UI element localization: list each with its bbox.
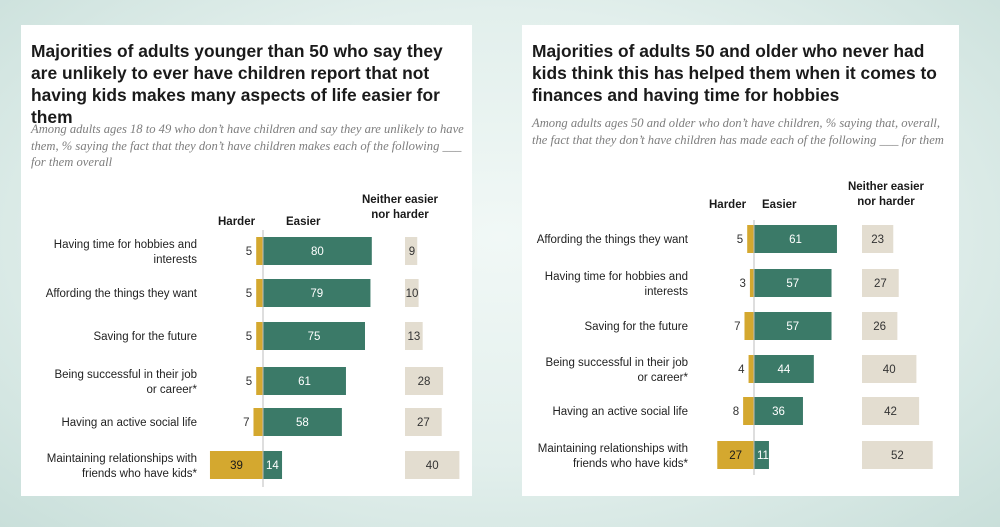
value-label-neither: 23 (871, 234, 884, 246)
chart-subtitle: Among adults ages 50 and older who don’t… (532, 116, 944, 147)
value-label-harder: 5 (246, 376, 252, 388)
bar-neither (862, 269, 899, 297)
value-label-neither: 40 (426, 460, 439, 472)
category-label: Maintaining relationships with friends wh… (47, 453, 198, 480)
bar-neither (862, 355, 917, 383)
chart-title: Majorities of adults 50 and older who ne… (532, 41, 937, 105)
column-header-neither: Neither easier nor harder (847, 181, 925, 208)
bar-harder (256, 322, 263, 350)
value-label-neither: 52 (891, 450, 904, 462)
bar-neither (862, 441, 933, 469)
value-label-harder: 7 (243, 417, 249, 429)
bar-harder (743, 397, 754, 425)
bar-easier (263, 237, 372, 265)
value-label-easier: 44 (778, 364, 791, 376)
bar-easier (754, 355, 814, 383)
value-label-easier: 36 (772, 406, 785, 418)
chart-title: Majorities of adults younger than 50 who… (31, 41, 443, 127)
category-label: Maintaining relationships with friends wh… (538, 443, 689, 470)
value-label-easier: 58 (296, 417, 309, 429)
bar-harder (253, 408, 263, 436)
bar-easier (263, 451, 283, 479)
category-label: Being successful in their job or career* (54, 369, 197, 396)
bar-chart: Affording the things they want 5 61 23 Havin… (537, 220, 933, 475)
category-label: Having an active social life (61, 417, 197, 429)
bar-easier (754, 269, 832, 297)
chart-panel-left: Majorities of adults younger than 50 who… (21, 25, 472, 496)
value-label-neither: 28 (418, 376, 431, 388)
category-label: Having time for hobbies and interests (545, 271, 688, 298)
value-label-easier: 11 (757, 450, 769, 462)
value-label-harder: 8 (733, 406, 739, 418)
bar-easier (263, 408, 342, 436)
value-label-harder: 7 (734, 321, 740, 333)
bar-neither (405, 408, 442, 436)
value-label-easier: 14 (266, 460, 279, 472)
value-label-easier: 57 (786, 321, 799, 333)
bar-easier (754, 312, 832, 340)
value-label-neither: 42 (884, 406, 897, 418)
column-header-harder: Harder (709, 199, 747, 211)
bar-harder (256, 367, 263, 395)
bar-easier (263, 279, 371, 307)
value-label-neither: 26 (873, 321, 886, 333)
value-label-harder: 5 (246, 331, 252, 343)
value-label-neither: 40 (883, 364, 896, 376)
bar-neither (405, 367, 444, 395)
category-label: Saving for the future (584, 321, 688, 333)
chart-subtitle: Among adults ages 18 to 49 who don’t hav… (31, 122, 464, 169)
bar-chart: Having time for hobbies and interests 5 80 9… (46, 230, 460, 487)
value-label-easier: 80 (311, 246, 324, 258)
value-label-easier: 75 (308, 331, 321, 343)
value-label-harder: 5 (737, 234, 743, 246)
column-header-harder: Harder (218, 216, 256, 228)
bar-harder (717, 441, 754, 469)
bar-neither (405, 279, 419, 307)
value-label-harder: 4 (738, 364, 745, 376)
category-label: Being successful in their job or career* (545, 357, 688, 384)
bar-neither (862, 312, 898, 340)
bar-harder (748, 355, 754, 383)
bar-easier (754, 397, 803, 425)
chart-panel-right: Majorities of adults 50 and older who ne… (522, 25, 959, 496)
value-label-neither: 9 (409, 246, 415, 258)
value-label-harder: 27 (729, 450, 742, 462)
bar-neither (862, 397, 920, 425)
category-label: Affording the things they want (537, 234, 689, 246)
bar-harder (749, 269, 754, 297)
bar-harder (209, 451, 263, 479)
value-label-neither: 10 (406, 288, 419, 300)
bar-easier (754, 441, 769, 469)
value-label-easier: 79 (310, 288, 323, 300)
bar-easier (754, 225, 837, 253)
bar-neither (405, 237, 418, 265)
value-label-easier: 61 (298, 376, 311, 388)
bar-neither (405, 451, 460, 479)
value-label-easier: 57 (786, 278, 799, 290)
bar-easier (263, 322, 365, 350)
value-label-neither: 27 (874, 278, 887, 290)
bar-neither (405, 322, 423, 350)
column-header-easier: Easier (286, 216, 321, 228)
category-label: Saving for the future (93, 331, 197, 343)
category-label: Affording the things they want (46, 288, 198, 300)
value-label-harder: 5 (246, 246, 252, 258)
value-label-easier: 61 (789, 234, 802, 246)
bar-easier (263, 367, 346, 395)
category-label: Having an active social life (552, 406, 688, 418)
value-label-harder: 39 (230, 460, 243, 472)
bar-harder (256, 237, 263, 265)
bar-harder (256, 279, 263, 307)
column-header-easier: Easier (762, 199, 797, 211)
value-label-neither: 27 (417, 417, 430, 429)
bar-harder (747, 225, 754, 253)
bar-harder (744, 312, 754, 340)
column-header-neither: Neither easier nor harder (361, 194, 439, 221)
category-label: Having time for hobbies and interests (54, 239, 197, 266)
value-label-harder: 5 (246, 288, 252, 300)
value-label-neither: 13 (407, 331, 420, 343)
bar-neither (862, 225, 894, 253)
value-label-harder: 3 (740, 278, 746, 290)
